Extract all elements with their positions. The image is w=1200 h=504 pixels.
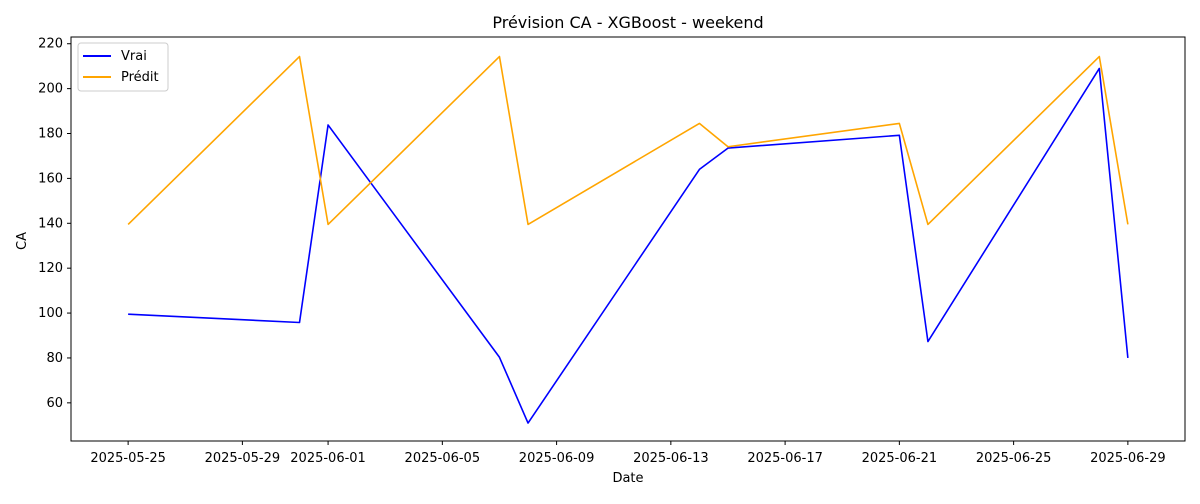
y-tick-label: 120: [38, 261, 63, 276]
y-axis: 60 80 100 120 140 160 180 200 220: [38, 37, 71, 411]
series-line-predit: [127, 55, 1129, 226]
plot-frame: [70, 36, 1186, 442]
x-tick-label: 2025-05-29: [205, 451, 281, 466]
x-tick-label: 2025-06-05: [405, 451, 481, 466]
chart-title: Prévision CA - XGBoost - weekend: [492, 13, 763, 32]
legend-label-predit: Prédit: [121, 70, 159, 85]
y-tick-label: 160: [38, 171, 63, 186]
y-tick-label: 200: [38, 82, 63, 97]
series-line-vrai: [128, 67, 1129, 424]
y-tick-label: 220: [38, 37, 63, 52]
y-tick-label: 60: [46, 396, 63, 411]
x-tick-label: 2025-06-13: [633, 451, 709, 466]
x-axis-label: Date: [612, 471, 643, 486]
x-tick-label: 2025-06-17: [747, 451, 823, 466]
x-tick-label: 2025-06-01: [290, 451, 366, 466]
y-axis-label: CA: [15, 232, 30, 250]
y-tick-label: 80: [46, 351, 63, 366]
x-axis: 2025-05-25 2025-05-29 2025-06-01 2025-06-05…: [90, 441, 1166, 466]
x-tick-label: 2025-06-25: [976, 451, 1052, 466]
legend: Vrai Prédit: [77, 42, 169, 92]
plot-area: [127, 55, 1129, 424]
y-tick-label: 100: [38, 306, 63, 321]
y-tick-label: 140: [38, 216, 63, 231]
y-tick-label: 180: [38, 127, 63, 142]
x-tick-label: 2025-06-21: [862, 451, 938, 466]
x-tick-label: 2025-06-09: [519, 451, 595, 466]
legend-label-vrai: Vrai: [121, 49, 147, 64]
x-tick-label: 2025-06-29: [1090, 451, 1166, 466]
x-tick-label: 2025-05-25: [90, 451, 166, 466]
